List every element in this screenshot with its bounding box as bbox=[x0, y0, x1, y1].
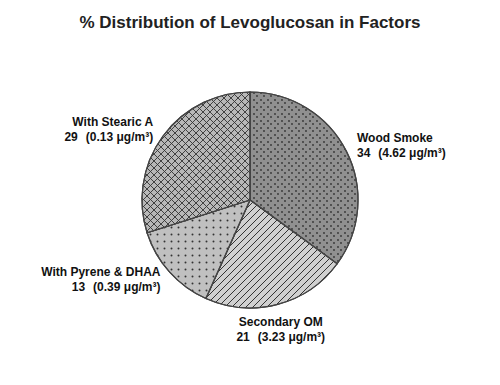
chart-title: % Distribution of Levoglucosan in Factor… bbox=[80, 13, 421, 32]
labels: Wood Smoke34 (4.62 μg/m³) Secondary OM21 (3… bbox=[41, 115, 446, 344]
slice-label: Secondary OM bbox=[239, 315, 323, 329]
slice-value-line: 13 (0.39 μg/m³) bbox=[72, 280, 161, 294]
data-label: 29 bbox=[64, 130, 78, 144]
chart-container: % Distribution of Levoglucosan in Factor… bbox=[0, 0, 500, 385]
concentration-label: (3.23 μg/m³) bbox=[258, 330, 325, 344]
slice-label: With Pyrene & DHAA bbox=[41, 265, 161, 279]
concentration-label: (0.13 μg/m³) bbox=[86, 130, 153, 144]
chart-svg: % Distribution of Levoglucosan in Factor… bbox=[0, 0, 500, 385]
data-label: 21 bbox=[236, 330, 250, 344]
concentration-label: (4.62 μg/m³) bbox=[378, 146, 445, 160]
pie-slice-texture bbox=[142, 92, 250, 233]
data-label: 34 bbox=[357, 146, 371, 160]
slice-value-line: 34 (4.62 μg/m³) bbox=[357, 146, 446, 160]
slice-label: Wood Smoke bbox=[357, 131, 433, 145]
concentration-label: (0.39 μg/m³) bbox=[93, 280, 160, 294]
pie bbox=[142, 92, 358, 308]
slice-label: With Stearic A bbox=[72, 115, 153, 129]
pie-slice bbox=[142, 92, 250, 233]
slice-value-line: 29 (0.13 μg/m³) bbox=[64, 130, 153, 144]
slice-value-line: 21 (3.23 μg/m³) bbox=[236, 330, 325, 344]
data-label: 13 bbox=[72, 280, 86, 294]
